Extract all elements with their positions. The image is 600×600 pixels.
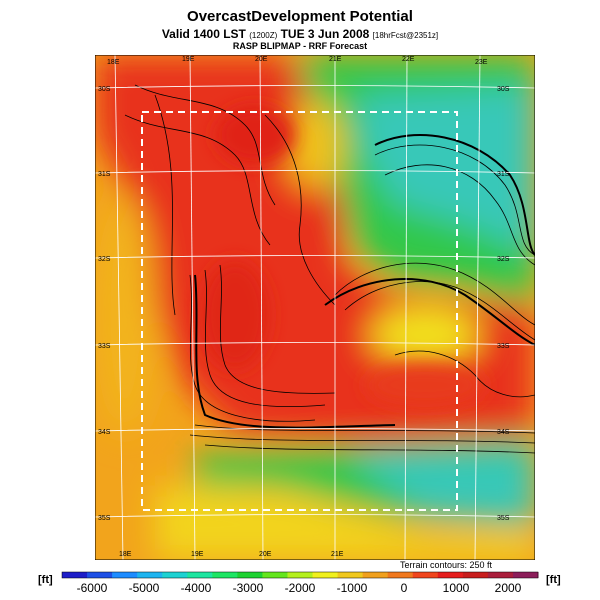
lon-label-top: 23E bbox=[475, 59, 488, 66]
lon-label-top: 20E bbox=[255, 56, 268, 63]
colorbar-swatch bbox=[437, 572, 464, 578]
lat-label-left: 35S bbox=[98, 515, 111, 522]
colorbar-swatch bbox=[137, 572, 163, 578]
colorbar-tick-label: 2000 bbox=[495, 581, 522, 595]
lat-lon-grid bbox=[95, 55, 535, 560]
inner-domain-box bbox=[141, 111, 458, 511]
forecast-map: 18E 19E 20E 21E 22E 23E 18E 19E 20E 21E … bbox=[95, 55, 535, 560]
lon-label-bottom: 20E bbox=[259, 551, 272, 558]
lat-label-right: 35S bbox=[497, 515, 510, 522]
lat-label-right: 30S bbox=[497, 86, 510, 93]
lon-label-bottom: 19E bbox=[191, 551, 204, 558]
lat-label-left: 30S bbox=[98, 86, 111, 93]
colorbar-tick-label: -4000 bbox=[181, 581, 212, 595]
colorbar-swatch bbox=[112, 572, 138, 578]
colorbar-swatch bbox=[87, 572, 113, 578]
model-line: RASP BLIPMAP - RRF Forecast bbox=[232, 41, 368, 51]
lat-label-left: 34S bbox=[98, 429, 111, 436]
colorbar-swatch bbox=[287, 572, 314, 578]
colorbar-tick-label: 0 bbox=[401, 581, 408, 595]
lat-label-right: 33S bbox=[497, 343, 510, 350]
colorbar-tick-label: -3000 bbox=[233, 581, 264, 595]
valid-time: Valid 1400 LST bbox=[161, 27, 246, 41]
unit-label-left: [ft] bbox=[38, 574, 53, 586]
colorbar-swatch bbox=[487, 572, 514, 578]
unit-label-right: [ft] bbox=[546, 574, 561, 586]
colorbar-swatch bbox=[387, 572, 414, 578]
colorbar-swatch bbox=[212, 572, 238, 578]
lat-label-right: 31S bbox=[497, 171, 510, 178]
lon-label-top: 18E bbox=[107, 59, 120, 66]
lat-label-left: 31S bbox=[98, 171, 111, 178]
colorbar-tick-label: -2000 bbox=[285, 581, 316, 595]
colorbar: -6000 -5000 -4000 -3000 -2000 -1000 0 1000 2000 bbox=[61, 571, 539, 595]
valid-time-line: Valid 1400 LST (1200Z) TUE 3 Jun 2008 [1… bbox=[0, 27, 600, 41]
lat-label-right: 32S bbox=[497, 256, 510, 263]
colorbar-swatch bbox=[412, 572, 439, 578]
terrain-contour-note: Terrain contours: 250 ft bbox=[400, 560, 493, 570]
lat-label-right: 34S bbox=[497, 429, 510, 436]
forecast-tag: [18hrFcst@2351z] bbox=[372, 31, 439, 40]
colorbar-tick-label: -1000 bbox=[337, 581, 368, 595]
lon-label-top: 19E bbox=[182, 56, 195, 63]
lon-label-bottom: 18E bbox=[119, 551, 132, 558]
lat-label-left: 33S bbox=[98, 343, 111, 350]
colorbar-tick-label: 1000 bbox=[443, 581, 470, 595]
colorbar-swatch bbox=[162, 572, 188, 578]
colorbar-swatch bbox=[262, 572, 288, 578]
lon-label-top: 22E bbox=[402, 56, 415, 63]
lon-label-top: 21E bbox=[329, 56, 342, 63]
valid-utc: (1200Z) bbox=[249, 31, 278, 40]
colorbar-frame bbox=[61, 571, 539, 579]
lon-label-bottom: 21E bbox=[331, 551, 344, 558]
colorbar-tick-label: -6000 bbox=[77, 581, 108, 595]
colorbar-swatch bbox=[62, 572, 88, 578]
colorbar-swatch bbox=[237, 572, 263, 578]
colorbar-tick-label: -5000 bbox=[129, 581, 160, 595]
colorbar-swatch bbox=[187, 572, 213, 578]
colorbar-swatch bbox=[337, 572, 364, 578]
colorbar-swatch bbox=[512, 572, 539, 578]
colorbar-swatch bbox=[312, 572, 339, 578]
lat-label-left: 32S bbox=[98, 256, 111, 263]
colorbar-swatch bbox=[462, 572, 489, 578]
map-title: OvercastDevelopment Potential bbox=[187, 8, 413, 25]
colorbar-swatch bbox=[362, 572, 389, 578]
valid-date: TUE 3 Jun 2008 bbox=[280, 27, 370, 41]
